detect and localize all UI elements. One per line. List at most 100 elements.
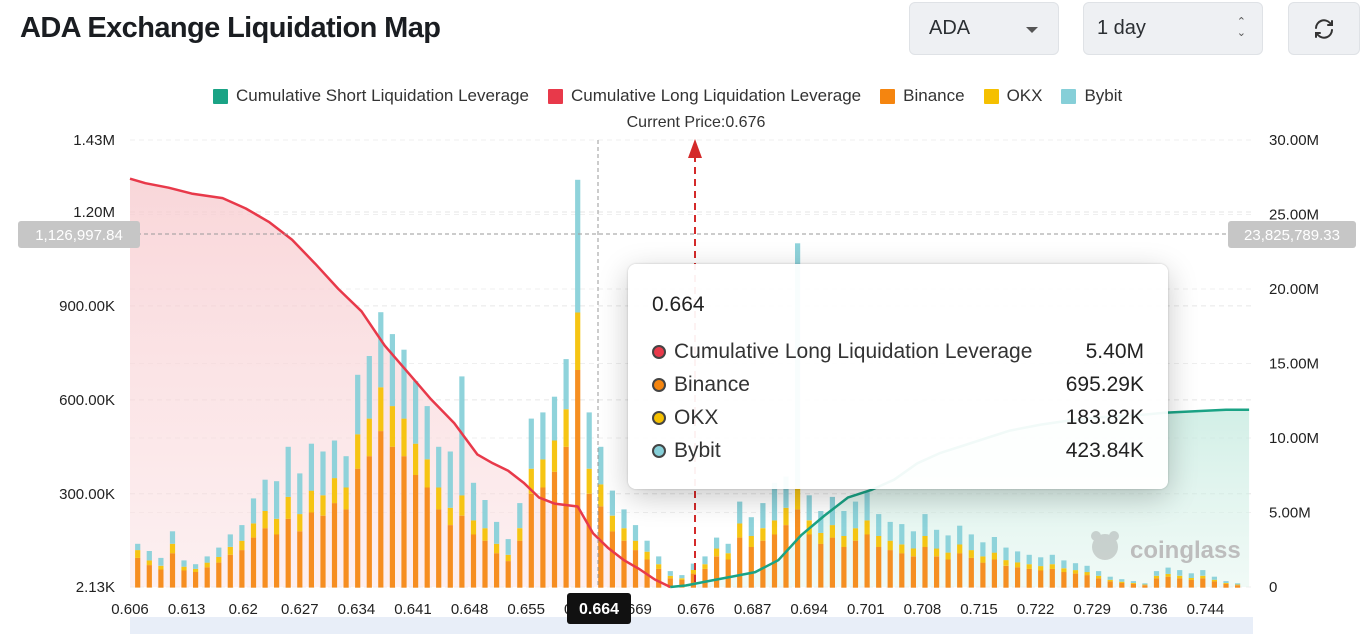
bar-okx <box>1049 564 1055 569</box>
bar-bybit <box>702 556 708 565</box>
x-tick-label: 0.687 <box>734 601 772 618</box>
legend-item-okx[interactable]: OKX <box>983 86 1042 106</box>
x-tick-label: 0.694 <box>790 601 828 618</box>
bar-okx <box>991 552 997 560</box>
chevron-down-icon <box>1026 27 1038 33</box>
bar-bybit <box>632 525 639 541</box>
up-down-chevron-icon: ⌃ ⌄ <box>1236 16 1246 39</box>
bar-bybit <box>494 521 500 544</box>
current-price-arrow <box>688 139 702 158</box>
bar-okx <box>934 548 940 557</box>
bar-okx <box>1072 570 1079 574</box>
bar-okx <box>586 468 592 494</box>
bar-bybit <box>343 456 349 488</box>
bar-bybit <box>690 563 696 570</box>
bar-binance <box>1084 575 1090 588</box>
bar-binance <box>714 556 720 588</box>
range-slider-track[interactable] <box>130 617 1253 634</box>
bar-binance <box>355 468 361 588</box>
crosshair-left-label: 1,126,997.84 <box>35 227 123 244</box>
bar-binance <box>1188 579 1194 588</box>
bar-okx <box>436 487 442 510</box>
legend-swatch <box>213 88 228 104</box>
refresh-button[interactable] <box>1288 2 1360 55</box>
bar-okx <box>1142 584 1148 586</box>
bar-okx <box>540 459 546 488</box>
bar-binance <box>413 475 419 588</box>
bar-bybit <box>1153 571 1160 576</box>
bar-binance <box>609 531 615 588</box>
bar-bybit <box>193 564 199 569</box>
symbol-select[interactable]: ADA <box>909 2 1059 55</box>
bar-bybit <box>934 529 940 549</box>
tooltip-value: 423.84K <box>1065 439 1144 462</box>
bar-bybit <box>320 451 326 496</box>
bar-bybit <box>227 534 233 547</box>
bar-binance <box>806 534 812 588</box>
watermark: coinglass <box>1130 537 1241 564</box>
legend-item-short[interactable]: Cumulative Short Liquidation Leverage <box>213 86 529 106</box>
range-select[interactable]: 1 day ⌃ ⌄ <box>1083 2 1263 55</box>
x-tick-label: 0.606 <box>111 601 149 618</box>
bar-binance <box>331 503 338 588</box>
tooltip-title: 0.664 <box>652 293 705 316</box>
legend-swatch <box>547 88 563 104</box>
bar-okx <box>980 556 986 563</box>
bar-binance <box>1072 573 1079 588</box>
bar-bybit <box>1235 583 1241 585</box>
legend-item-long[interactable]: Cumulative Long Liquidation Leverage <box>547 86 861 106</box>
bar-binance <box>528 493 534 588</box>
bar-okx <box>957 544 963 554</box>
bar-bybit <box>1177 570 1183 576</box>
bar-binance <box>216 562 222 588</box>
bar-okx <box>1038 566 1044 571</box>
bar-binance <box>598 506 604 588</box>
bar-binance <box>1015 567 1021 588</box>
tooltip-label: Bybit <box>674 439 721 462</box>
bar-binance <box>1130 583 1136 588</box>
bar-binance <box>760 540 766 588</box>
bar-bybit <box>656 556 662 565</box>
bar-bybit <box>355 374 361 435</box>
bar-binance <box>227 554 233 588</box>
legend-item-binance[interactable]: Binance <box>880 86 965 106</box>
legend-swatch <box>1061 88 1077 104</box>
bar-bybit <box>575 179 581 313</box>
bar-okx <box>841 536 847 547</box>
bar-okx <box>632 540 639 551</box>
bar-binance <box>887 550 893 588</box>
bar-binance <box>841 547 847 588</box>
bar-bybit <box>551 396 558 441</box>
y-right-tick-label: 0 <box>1269 579 1277 596</box>
bar-bybit <box>505 539 511 555</box>
x-tick-label: 0.634 <box>338 601 376 618</box>
bar-okx <box>910 548 916 557</box>
bar-binance <box>656 568 662 588</box>
bar-bybit <box>887 521 893 541</box>
bar-binance <box>470 534 477 588</box>
bar-binance <box>922 547 928 588</box>
bar-okx <box>714 548 720 557</box>
bar-bybit <box>135 543 141 551</box>
bar-binance <box>146 565 152 588</box>
bar-okx <box>945 552 951 560</box>
bar-okx <box>1096 575 1102 579</box>
bar-bybit <box>158 557 164 566</box>
bar-bybit <box>436 446 442 488</box>
x-tick-label: 0.715 <box>960 601 998 618</box>
legend-item-bybit[interactable]: Bybit <box>1061 86 1122 106</box>
legend-swatch <box>880 88 896 104</box>
bar-bybit <box>482 500 488 529</box>
bar-okx <box>193 568 199 572</box>
bar-binance <box>852 540 859 588</box>
bar-bybit <box>991 537 997 553</box>
y-right-tick-label: 5.00M <box>1269 505 1311 522</box>
bar-okx <box>494 543 500 554</box>
bar-bybit <box>748 517 754 536</box>
bar-okx <box>1084 572 1090 576</box>
bar-okx <box>447 507 453 525</box>
bar-binance <box>459 515 465 588</box>
y-left-tick-label: 2.13K <box>76 579 115 596</box>
bar-binance <box>1003 565 1009 588</box>
bar-bybit <box>1072 563 1079 571</box>
